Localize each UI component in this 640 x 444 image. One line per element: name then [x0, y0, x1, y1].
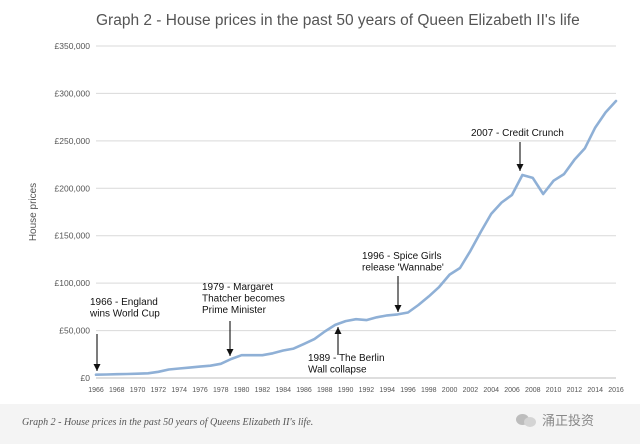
x-tick-label: 2014	[587, 387, 603, 394]
annotation-arrow-head	[334, 327, 342, 334]
y-tick-label: £150,000	[55, 231, 91, 241]
y-tick-label: £350,000	[55, 41, 91, 51]
price-series-line	[94, 99, 618, 377]
x-tick-label: 2004	[483, 387, 499, 394]
x-tick-label: 1986	[296, 387, 312, 394]
annotation-label: 1966 - England wins World Cup	[89, 297, 160, 320]
annotation-line: 1989 - The Berlin	[308, 353, 385, 364]
annotation-arrow-head	[516, 164, 524, 171]
x-tick-label: 2012	[567, 387, 583, 394]
x-tick-label: 1994	[379, 387, 395, 394]
x-tick-label: 1984	[275, 387, 291, 394]
x-tick-label: 2016	[608, 387, 624, 394]
x-tick-label: 1966	[88, 387, 104, 394]
annotation-label: 1979 - Margaret Thatcher becomes Prime Min…	[202, 282, 285, 316]
annotation-line: Wall collapse	[308, 365, 367, 376]
x-tick-label: 1980	[234, 387, 250, 394]
line-chart: £0 £50,000 £100,000 £150,000 £200,000 £250,00…	[28, 41, 624, 394]
wechat-logo-icon	[516, 412, 538, 428]
x-tick-label: 2008	[525, 387, 541, 394]
y-tick-label: £250,000	[55, 136, 91, 146]
annotation-arrow-head	[226, 349, 234, 356]
x-tick-label: 1996	[400, 387, 416, 394]
watermark-text: 涌正投资	[542, 414, 595, 429]
x-tick-label: 2006	[504, 387, 520, 394]
watermark: 涌正投资	[516, 410, 594, 429]
annotation-arrow-head	[93, 364, 101, 371]
annotation-line: 1979 - Margaret	[202, 282, 273, 293]
annotation-line: wins World Cup	[89, 309, 160, 320]
y-tick-label: £100,000	[55, 278, 91, 288]
x-tick-label: 2010	[546, 387, 562, 394]
y-tick-label: £50,000	[59, 326, 90, 336]
annotation-line: release 'Wannabe'	[362, 263, 444, 274]
x-tick-label: 1974	[171, 387, 187, 394]
y-tick-label: £200,000	[55, 183, 91, 193]
x-tick-label: 2002	[463, 387, 479, 394]
y-axis-label: House prices	[28, 183, 39, 241]
annotation-line: 1966 - England	[90, 297, 158, 308]
x-tick-label: 2000	[442, 387, 458, 394]
x-tick-label: 1992	[359, 387, 375, 394]
annotation-label: 1989 - The Berlin Wall collapse	[308, 353, 385, 376]
chart-title: Graph 2 - House prices in the past 50 ye…	[96, 12, 580, 29]
annotation-label: 2007 - Credit Crunch	[471, 128, 564, 139]
x-tick-label: 1982	[255, 387, 271, 394]
annotation-label: 1996 - Spice Girls release 'Wannabe'	[362, 251, 444, 274]
x-tick-label: 1990	[338, 387, 354, 394]
x-tick-label: 1970	[130, 387, 146, 394]
annotation-line: 1996 - Spice Girls	[362, 251, 441, 262]
annotation-line: Thatcher becomes	[202, 294, 285, 305]
x-tick-label: 1978	[213, 387, 229, 394]
x-tick-label: 1968	[109, 387, 125, 394]
annotation-line: Prime Minister	[202, 305, 267, 316]
annotation-line: 2007 - Credit Crunch	[471, 128, 564, 139]
x-tick-label: 1998	[421, 387, 437, 394]
x-tick-label: 1976	[192, 387, 208, 394]
y-tick-label: £300,000	[55, 88, 91, 98]
figure-caption: Graph 2 - House prices in the past 50 ye…	[22, 417, 314, 428]
y-tick-label: £0	[81, 373, 91, 383]
annotation-arrow-head	[394, 305, 402, 312]
x-tick-label: 1988	[317, 387, 333, 394]
x-tick-label: 1972	[151, 387, 167, 394]
